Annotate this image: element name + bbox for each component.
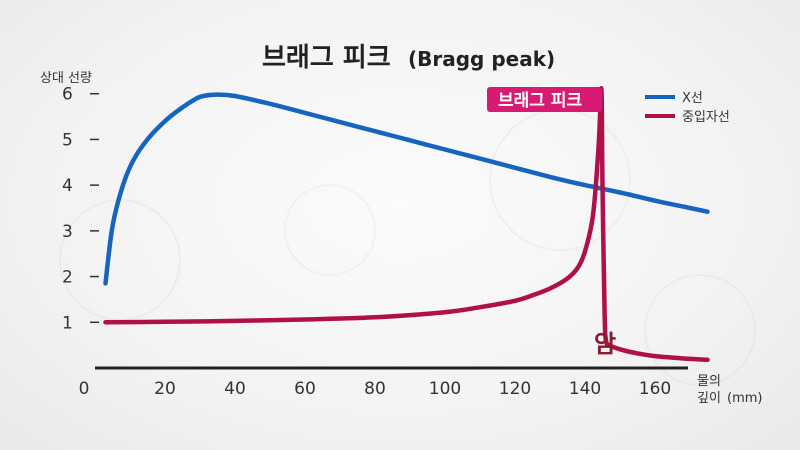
series-layer [103,86,710,363]
x-axis-label: 물의 [697,374,721,389]
x-tick-label: 0 [79,379,90,399]
x-axis-unit: (mm) [727,391,762,406]
x-tick-label: 160 [639,379,671,399]
x-tick-label: 80 [364,379,386,399]
chart-subtitle: (Bragg peak) [408,47,555,71]
x-tick-label: 120 [499,379,531,399]
y-tick-label: 5 [62,130,73,150]
background-cells [59,109,756,386]
x-tick-label: 60 [294,379,316,399]
y-tick-label: 2 [62,268,73,288]
x-tick-label: 140 [569,379,601,399]
legend-label-heavy-ion: 중입자선 [682,110,730,125]
series-line-heavy-ion [103,86,710,363]
y-tick-label: 6 [62,85,73,105]
callout-box [487,87,602,112]
cancer-annotation: 암 [594,330,616,358]
y-tick-label: 3 [62,222,73,242]
series-line-xray [103,92,710,286]
chart-title: 브래그 피크 [262,43,391,73]
y-tick-label: 4 [62,176,73,196]
legend-label-xray: X선 [682,91,703,106]
x-tick-label: 40 [224,379,246,399]
legend: X선 중입자선 [645,91,730,125]
bragg-peak-callout: 브래그 피크 [487,87,602,112]
callout-label: 브래그 피크 [498,91,582,111]
x-axis-ticks: 0 20 40 60 80 100 120 140 160 [79,379,672,399]
x-tick-label: 100 [429,379,461,399]
x-tick-label: 20 [154,379,176,399]
y-tick-label: 1 [62,313,73,333]
x-axis-label-line2: 깊이 [697,391,721,406]
y-axis-label: 상대 선량 [40,71,92,86]
y-axis-ticks: 1 2 3 4 5 6 [62,85,99,333]
